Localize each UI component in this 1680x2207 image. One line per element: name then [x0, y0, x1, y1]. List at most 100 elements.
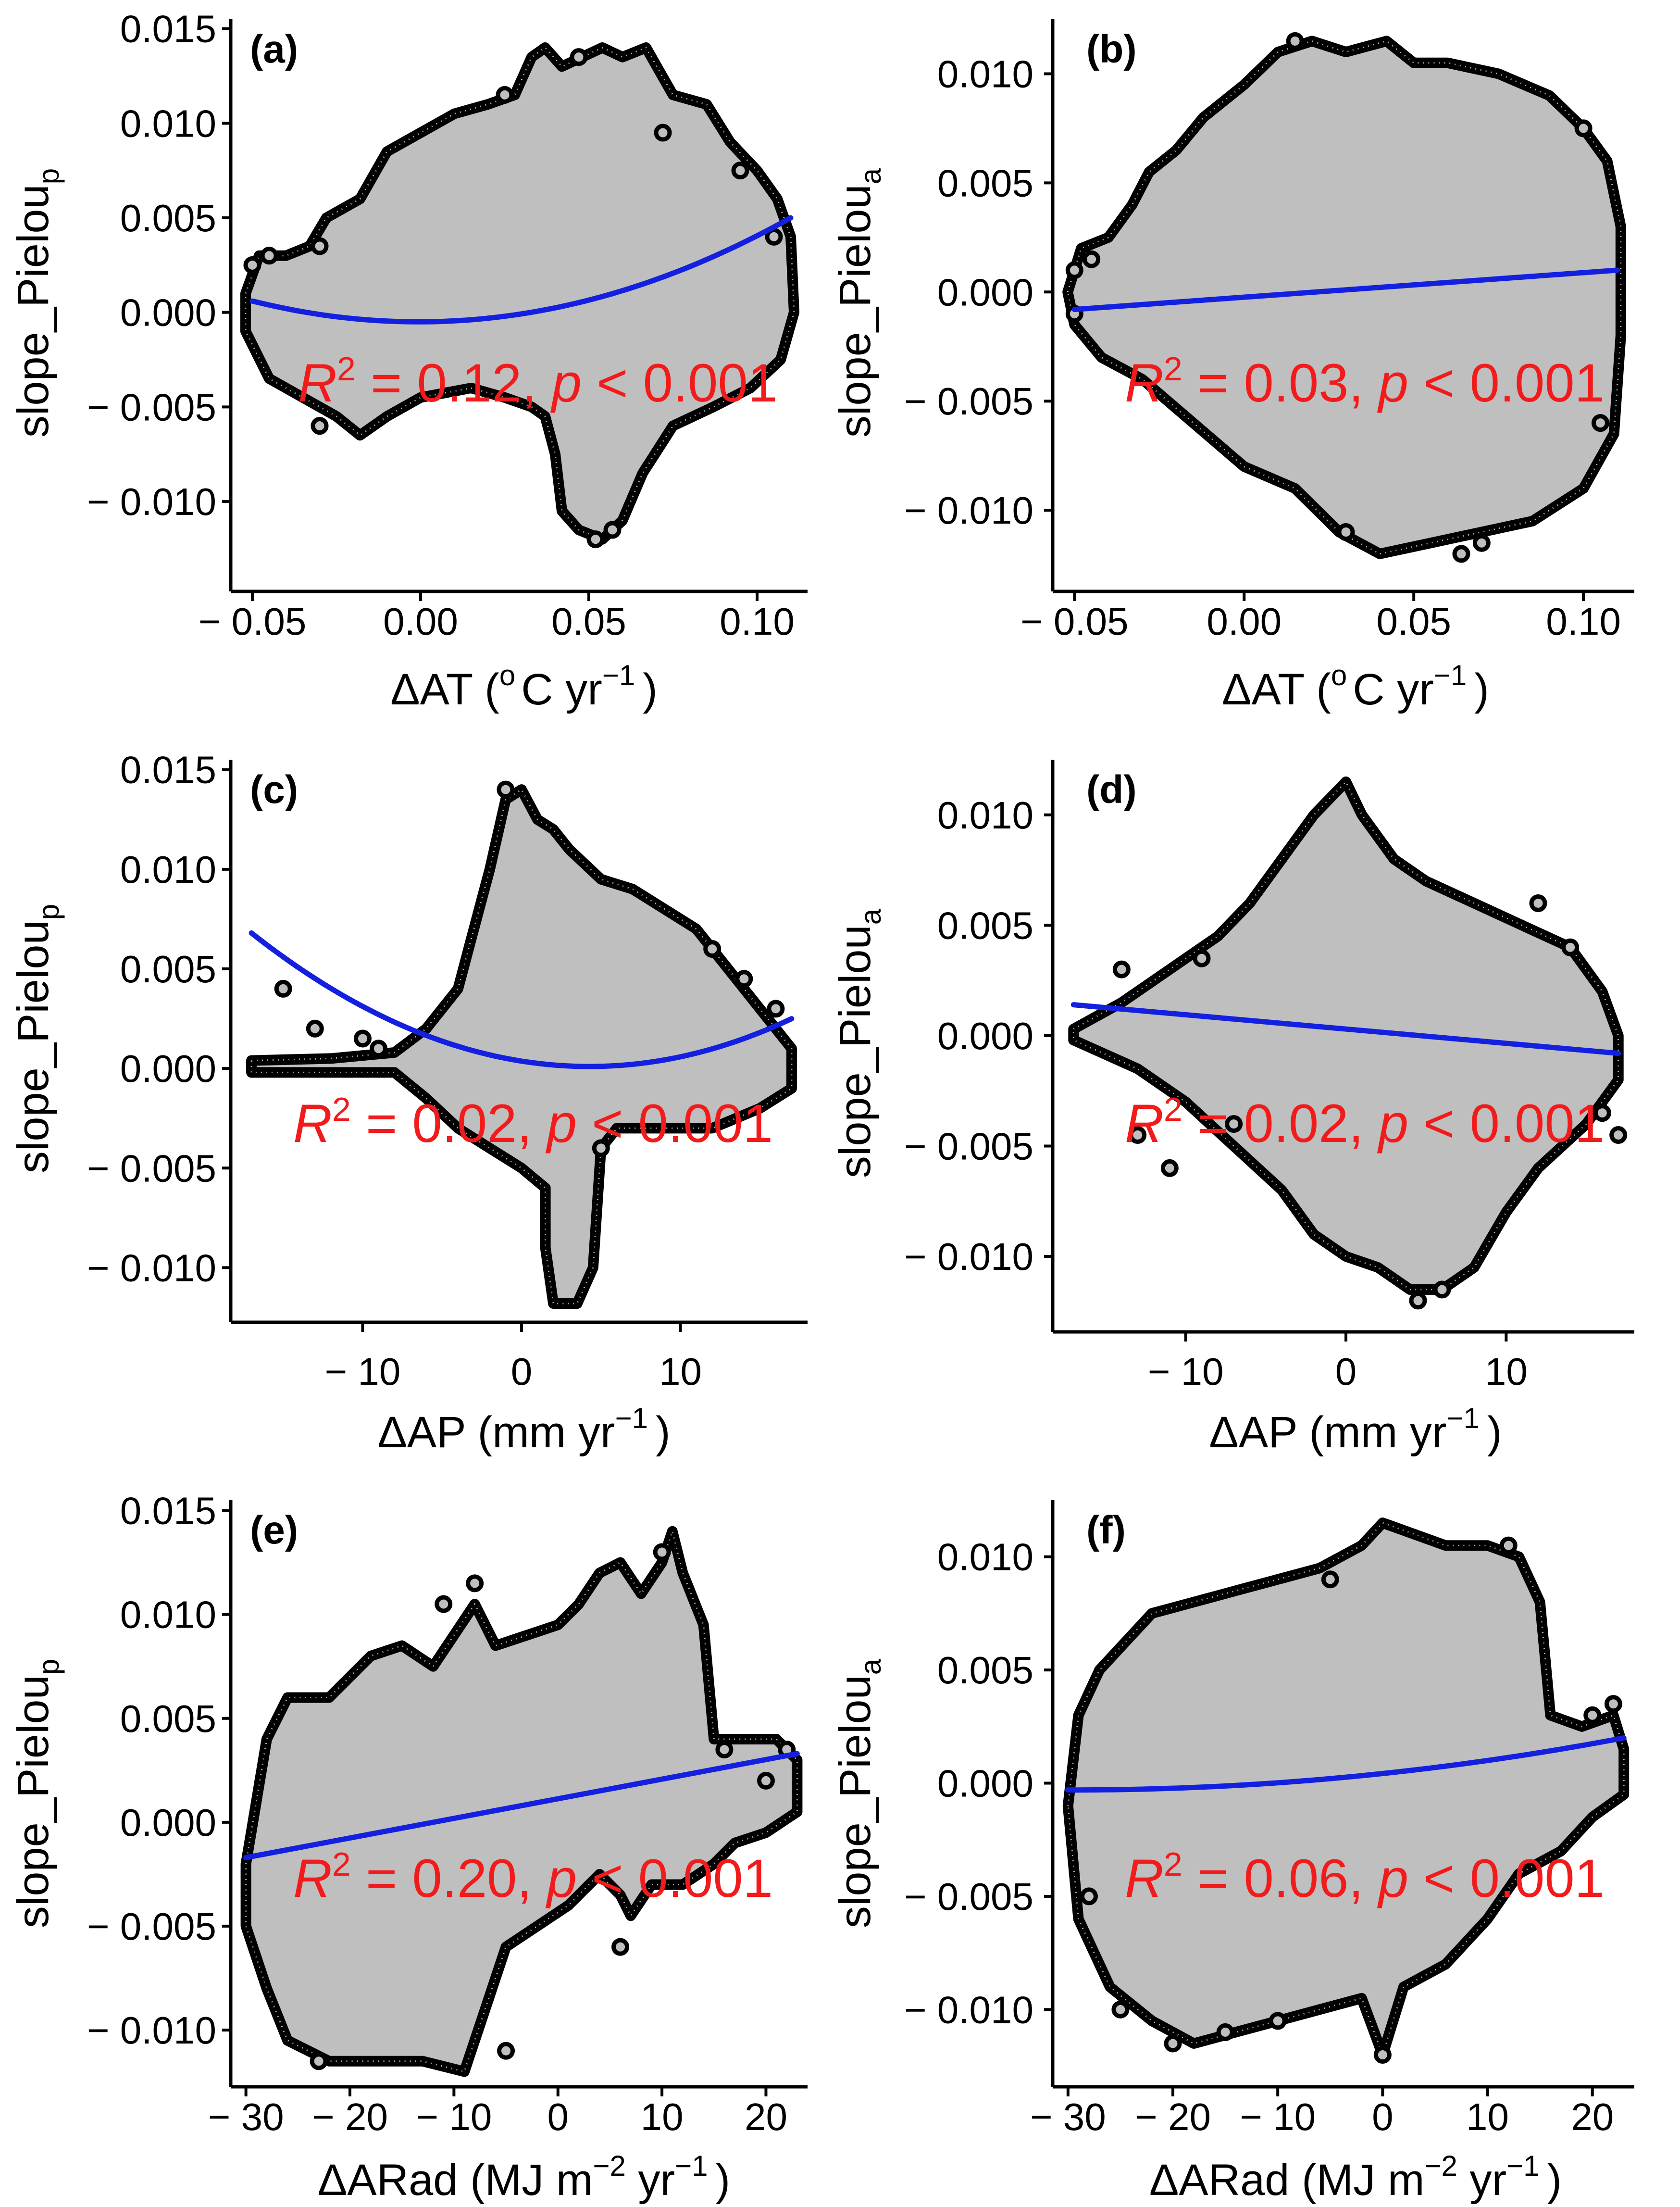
y-tick-label: 0.000 — [120, 291, 216, 334]
y-tick-label: 0.000 — [937, 1015, 1033, 1057]
fit-line — [243, 1751, 800, 1860]
fit-annotation: R2 = 0.20, p < 0.001 — [293, 1845, 773, 1908]
panel-label: (a) — [250, 27, 298, 71]
y-tick-label: 0.000 — [937, 1762, 1033, 1805]
point-cloud — [240, 1526, 803, 2077]
y-tick-label: − 0.005 — [904, 1875, 1033, 1918]
x-tick-label: 20 — [745, 2095, 787, 2138]
x-tick-label: − 10 — [1148, 1350, 1224, 1393]
point-cloud — [1068, 776, 1624, 1295]
outlier-point — [1111, 2000, 1130, 2019]
outlier-point — [310, 2052, 328, 2070]
panel-label: (f) — [1086, 1508, 1126, 1552]
x-axis-label: ΔARad (MJ m−2 yr−1) — [1149, 2150, 1562, 2205]
outlier-point — [243, 256, 261, 274]
y-tick-label: − 0.010 — [87, 1246, 216, 1289]
x-tick-label: 0 — [1335, 1350, 1357, 1393]
cloud-envelope — [246, 784, 797, 1309]
outlier-point — [370, 1040, 387, 1058]
panel-a: 0.015 0.010 0.005 0.000 − 0.005 − 0.010 − 0.0… — [9, 8, 808, 714]
x-tick-label: 0.00 — [1207, 600, 1282, 643]
x-tick-label: − 30 — [208, 2095, 284, 2138]
x-tick-label: 20 — [1571, 2095, 1614, 2138]
outlier-point — [1561, 938, 1580, 956]
outlier-point — [1583, 1706, 1602, 1724]
outlier-point — [735, 970, 753, 988]
cloud-envelope — [240, 1526, 803, 2077]
y-axis-label: slope_Pieloup — [9, 168, 65, 438]
outlier-point — [611, 1938, 630, 1956]
x-tick-label: 0 — [547, 2095, 569, 2138]
x-tick-label: 0.10 — [720, 600, 795, 643]
outlier-point — [1604, 1695, 1622, 1713]
outlier-point — [1083, 250, 1101, 268]
y-tick-label: − 0.010 — [904, 1235, 1033, 1278]
x-tick-label: − 10 — [416, 2095, 492, 2138]
y-tick-label: − 0.010 — [87, 2009, 216, 2052]
x-tick-label: 0.00 — [383, 600, 458, 643]
y-axis-label: slope_Pieloup — [9, 904, 65, 1173]
panel-label: (e) — [250, 1508, 298, 1552]
x-axis-label: ΔAT (o C yr−1) — [390, 659, 658, 714]
x-tick-label: 10 — [1466, 2095, 1509, 2138]
x-tick-label: − 20 — [1135, 2095, 1211, 2138]
y-tick-label: 0.010 — [120, 848, 216, 891]
fit-line — [249, 215, 794, 325]
outlier-point — [586, 530, 605, 549]
y-tick-label: 0.010 — [120, 102, 216, 145]
point-cloud — [240, 42, 799, 545]
x-tick-label: 10 — [641, 2095, 684, 2138]
outlier-point — [757, 1771, 775, 1790]
fit-annotation: R2 = 0.12, p < 0.001 — [298, 350, 778, 413]
y-axis-label: slope_Pieloua — [831, 168, 887, 438]
panel-b: 0.010 0.005 0.000 − 0.005 − 0.010 − 0.05 0.00… — [831, 19, 1634, 714]
x-tick-label: − 30 — [1030, 2095, 1106, 2138]
y-axis-label: slope_Pieloup — [9, 1659, 65, 1928]
outlier-point — [466, 1574, 484, 1593]
x-tick-label: 0 — [1372, 2095, 1394, 2138]
panel-label: (d) — [1086, 768, 1137, 812]
y-tick-label: 0.000 — [937, 271, 1033, 313]
outlier-point — [496, 86, 514, 104]
x-tick-label: 0 — [511, 1350, 533, 1393]
outlier-point — [1574, 119, 1593, 138]
y-tick-label: − 0.010 — [87, 480, 216, 523]
outlier-point — [1065, 261, 1083, 279]
outlier-point — [1193, 949, 1211, 967]
cloud-envelope — [1068, 776, 1624, 1295]
x-axis-label: ΔARad (MJ m−2 yr−1) — [318, 2150, 730, 2205]
outlier-point — [1433, 1280, 1451, 1299]
y-tick-label: 0.000 — [120, 1801, 216, 1844]
x-tick-label: 10 — [1485, 1350, 1528, 1393]
cloud-envelope — [240, 42, 799, 545]
y-tick-label: 0.005 — [120, 948, 216, 991]
x-tick-label: − 0.05 — [1020, 600, 1129, 643]
x-tick-label: − 0.05 — [199, 600, 307, 643]
y-tick-label: 0.005 — [937, 904, 1033, 947]
outlier-point — [497, 780, 515, 799]
panel-c: 0.015 0.010 0.005 0.000 − 0.005 − 0.010 − 10 0… — [9, 749, 808, 1457]
outlier-point — [1225, 1115, 1243, 1133]
y-tick-label: 0.010 — [937, 52, 1033, 95]
outlier-point — [274, 979, 292, 998]
x-tick-label: − 20 — [312, 2095, 388, 2138]
x-axis-label: ΔAT (o C yr−1) — [1222, 659, 1489, 714]
outlier-point — [1080, 1887, 1098, 1906]
y-tick-label: 0.015 — [120, 8, 216, 50]
y-axis-label: slope_Pieloua — [831, 908, 887, 1178]
outlier-point — [497, 2042, 515, 2060]
outlier-point — [1286, 32, 1304, 50]
y-tick-label: 0.005 — [120, 197, 216, 239]
outlier-point — [1593, 1104, 1611, 1122]
outlier-point — [715, 1741, 734, 1759]
x-tick-label: 0.05 — [1376, 600, 1451, 643]
outlier-point — [731, 162, 749, 180]
outlier-point — [1499, 1536, 1518, 1555]
y-tick-label: − 0.005 — [87, 386, 216, 428]
x-axis-label: ΔAP (mm yr−1) — [1209, 1402, 1502, 1457]
fit-annotation: R2 = 0.02, p < 0.001 — [293, 1091, 773, 1154]
y-tick-label: 0.005 — [937, 162, 1033, 204]
outlier-point — [1452, 545, 1470, 563]
point-cloud — [246, 784, 797, 1309]
